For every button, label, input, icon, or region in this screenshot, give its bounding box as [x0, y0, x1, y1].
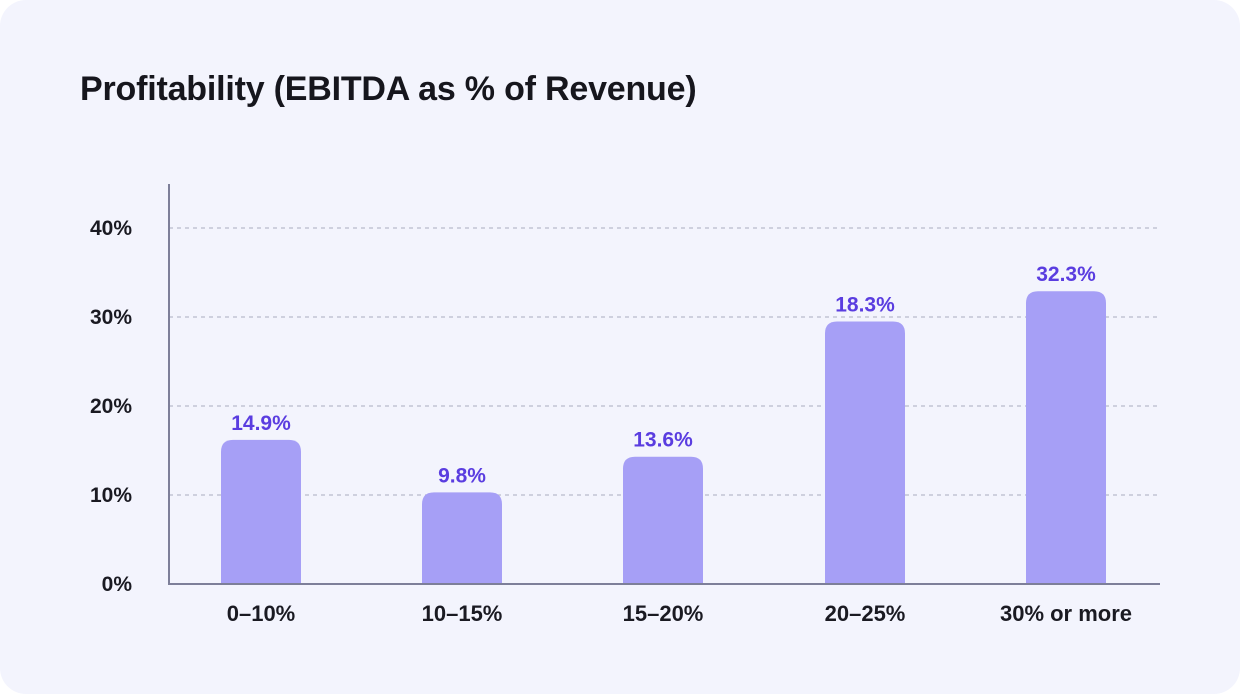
- x-tick-label: 0–10%: [227, 601, 296, 626]
- x-tick-label: 30% or more: [1000, 601, 1132, 626]
- y-tick-label: 0%: [102, 573, 133, 596]
- data-label: 13.6%: [633, 429, 693, 452]
- bar-5: [1026, 291, 1106, 584]
- y-tick-label: 10%: [90, 484, 132, 507]
- y-tick-label: 40%: [90, 217, 132, 240]
- bar-4: [825, 321, 905, 584]
- x-tick-label: 20–25%: [825, 601, 906, 626]
- y-tick-label: 30%: [90, 306, 132, 329]
- x-tick-label: 10–15%: [422, 601, 503, 626]
- x-tick-label: 15–20%: [623, 601, 704, 626]
- data-label: 32.3%: [1036, 263, 1096, 286]
- bar-3: [623, 456, 703, 584]
- y-tick-label: 20%: [90, 395, 132, 418]
- data-label: 14.9%: [231, 412, 291, 435]
- chart-title: Profitability (EBITDA as % of Revenue): [80, 70, 697, 108]
- data-label: 9.8%: [438, 464, 486, 487]
- bar-1: [221, 439, 301, 584]
- bar-2: [422, 492, 502, 584]
- data-label: 18.3%: [835, 293, 895, 316]
